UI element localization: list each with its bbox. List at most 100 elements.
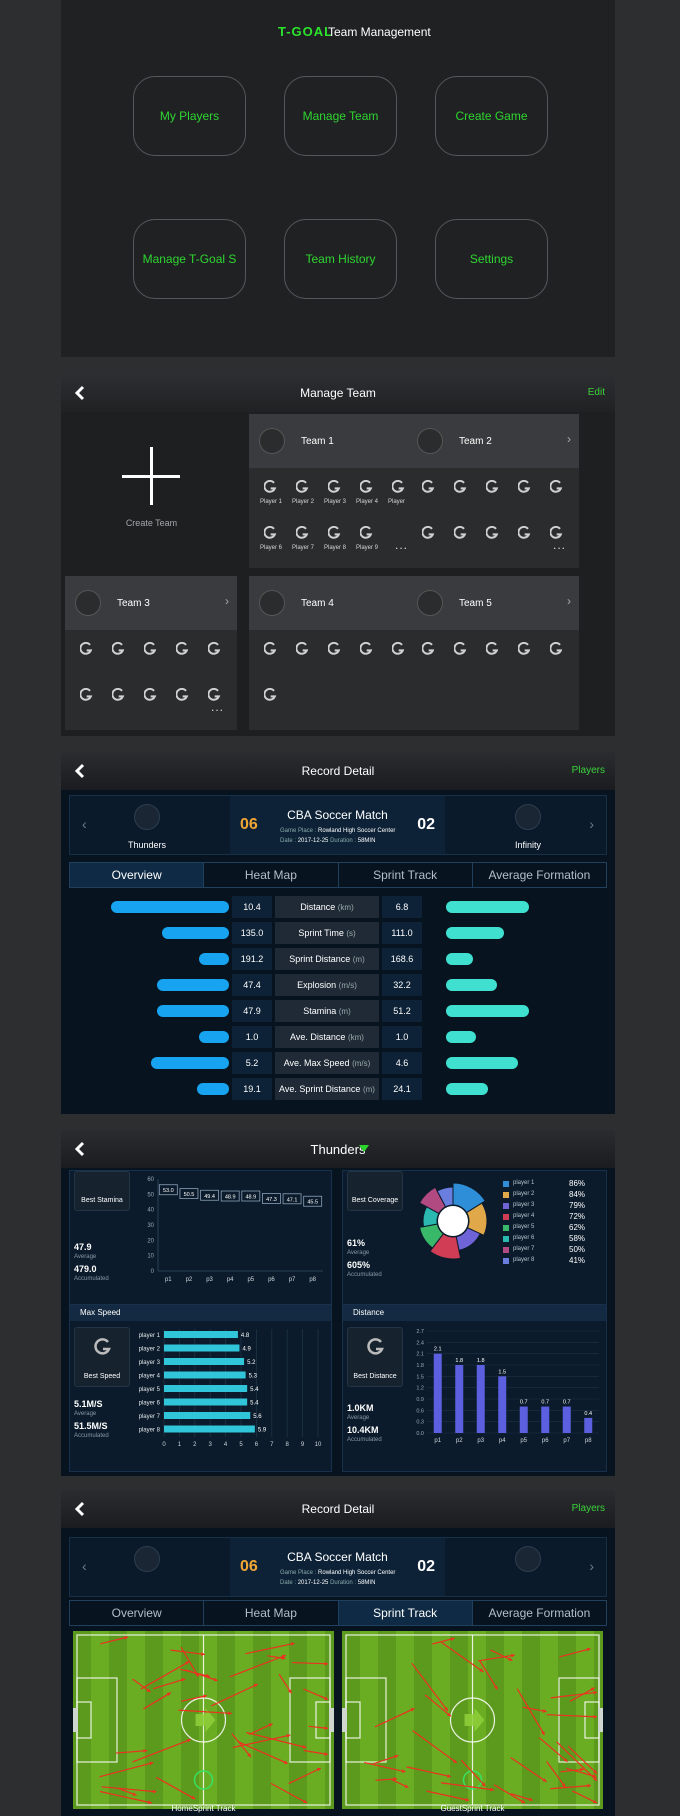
my-players-button[interactable]: My Players <box>133 76 246 156</box>
create-team-button[interactable]: Create Team <box>65 414 238 568</box>
sprint-track <box>477 1654 515 1662</box>
home-stat-bar <box>197 1083 229 1095</box>
player-slot[interactable] <box>171 642 195 657</box>
player-slot[interactable] <box>545 480 569 495</box>
team-card-header[interactable]: Team 1› <box>249 414 421 468</box>
player-slot[interactable] <box>449 526 473 541</box>
player-slot[interactable]: Player 6 <box>259 526 283 551</box>
player-slot[interactable] <box>107 688 131 703</box>
tab-overview[interactable]: Overview <box>70 1601 205 1625</box>
more-players-icon[interactable]: ... <box>553 538 567 552</box>
player-slot[interactable] <box>545 642 569 657</box>
player-slot[interactable] <box>203 688 227 703</box>
stamina-accumulated: 479.0 <box>74 1264 97 1274</box>
player-slot[interactable] <box>139 642 163 657</box>
tab-sprint-track[interactable]: Sprint Track <box>338 1601 473 1625</box>
players-button[interactable]: Players <box>571 1503 605 1514</box>
more-players-icon[interactable]: ... <box>211 700 225 714</box>
player-slot[interactable] <box>513 642 537 657</box>
player-slot[interactable]: Player 2 <box>291 480 315 505</box>
player-slot[interactable] <box>203 642 227 657</box>
players-button[interactable]: Players <box>571 765 605 776</box>
player-slot[interactable] <box>291 642 315 657</box>
player-slot[interactable] <box>481 642 505 657</box>
player-slot[interactable] <box>417 480 441 495</box>
tab-sprint-track[interactable]: Sprint Track <box>339 863 473 887</box>
tgoal-logo-icon <box>453 526 466 539</box>
more-players-icon[interactable]: ... <box>395 538 409 552</box>
tab-average-formation[interactable]: Average Formation <box>488 868 591 882</box>
player-slot[interactable]: Player 3 <box>323 480 347 505</box>
player-slot[interactable] <box>417 526 441 541</box>
tab-average-formation[interactable]: Average Formation <box>488 1606 591 1620</box>
settings-button[interactable]: Settings <box>435 219 548 299</box>
player-slot[interactable] <box>481 480 505 495</box>
player-slot[interactable] <box>417 642 441 657</box>
prev-match-arrow-icon[interactable]: ‹ <box>82 1558 87 1574</box>
speed-bar <box>164 1371 246 1379</box>
max-speed-title: Max Speed <box>70 1305 331 1321</box>
player-slot[interactable] <box>139 688 163 703</box>
next-match-arrow-icon[interactable]: › <box>589 1558 594 1574</box>
back-arrow-icon[interactable] <box>71 384 89 402</box>
player-slot[interactable] <box>545 526 569 541</box>
team-card[interactable]: Team 2 ›... <box>407 414 579 568</box>
team-card-header[interactable]: Team 4› <box>249 576 421 630</box>
tab-heat-map[interactable]: Heat Map <box>204 863 339 887</box>
team-card-header[interactable]: Team 5 › <box>407 576 579 630</box>
center-circle <box>180 1697 227 1743</box>
player-slot[interactable] <box>449 642 473 657</box>
tab-heat-map[interactable]: Heat Map <box>204 1601 339 1625</box>
back-arrow-icon[interactable] <box>71 762 89 780</box>
player-slot[interactable] <box>355 642 379 657</box>
x-tick-label: p1 <box>434 1438 441 1444</box>
create-game-button[interactable]: Create Game <box>435 76 548 156</box>
x-tick-label: 6 <box>255 1442 259 1448</box>
team-card[interactable]: Team 1› Player 1 Player 2 Player 3 Player 4 P… <box>249 414 421 568</box>
player-slot[interactable] <box>387 642 411 657</box>
home-stat-value: 10.4 <box>232 896 272 918</box>
team-card-header[interactable]: Team 2 › <box>407 414 579 468</box>
player-slot[interactable] <box>75 688 99 703</box>
player-slot[interactable]: Player 9 <box>355 526 379 551</box>
manage-team-button[interactable]: Manage Team <box>284 76 397 156</box>
player-slot[interactable]: Player 5 <box>387 480 411 505</box>
manage-tgoal-button[interactable]: Manage T-Goal S <box>133 219 246 299</box>
player-slot[interactable]: Player 8 <box>323 526 347 551</box>
player-slot[interactable] <box>513 526 537 541</box>
player-slot[interactable] <box>259 688 283 703</box>
player-slot[interactable]: Player 4 <box>355 480 379 505</box>
player-slot[interactable] <box>481 526 505 541</box>
legend-swatch <box>503 1192 509 1198</box>
distance-data-label: 1.8 <box>477 1358 485 1364</box>
x-tick-label: p7 <box>289 1277 296 1283</box>
next-match-arrow-icon[interactable]: › <box>589 816 594 832</box>
player-slot[interactable] <box>513 480 537 495</box>
speed-data-label: 4.9 <box>242 1347 251 1353</box>
edit-button[interactable]: Edit <box>587 387 605 398</box>
back-arrow-icon[interactable] <box>71 1500 89 1518</box>
team-card[interactable]: Team 5 › <box>407 576 579 730</box>
prev-match-arrow-icon[interactable]: ‹ <box>82 816 87 832</box>
legend-label: player 6 <box>513 1235 535 1241</box>
player-slot[interactable] <box>323 642 347 657</box>
player-slot[interactable]: Player 7 <box>291 526 315 551</box>
team-history-button[interactable]: Team History <box>284 219 397 299</box>
back-arrow-icon[interactable] <box>71 1140 89 1158</box>
player-slot[interactable] <box>171 688 195 703</box>
player-slot[interactable] <box>107 642 131 657</box>
player-slot[interactable] <box>75 642 99 657</box>
guest-stat-value: 111.0 <box>382 922 422 944</box>
team-card[interactable]: Team 3 ›... <box>65 576 237 730</box>
player-slot[interactable]: Player 1 <box>259 480 283 505</box>
team-card[interactable]: Team 4› <box>249 576 421 730</box>
stamina-data-label: 47.1 <box>287 1197 298 1203</box>
player-slot[interactable] <box>259 642 283 657</box>
speed-bar <box>164 1425 255 1433</box>
team-card-header[interactable]: Team 3 › <box>65 576 237 630</box>
tab-overview[interactable]: Overview <box>70 863 205 887</box>
player-slot[interactable] <box>449 480 473 495</box>
stat-row: 47.4 Explosion (m/s) 32.2 <box>69 974 607 996</box>
dropdown-icon[interactable] <box>359 1145 369 1152</box>
game-place: Game Place : Rowland High Soccer Center <box>280 1570 396 1576</box>
